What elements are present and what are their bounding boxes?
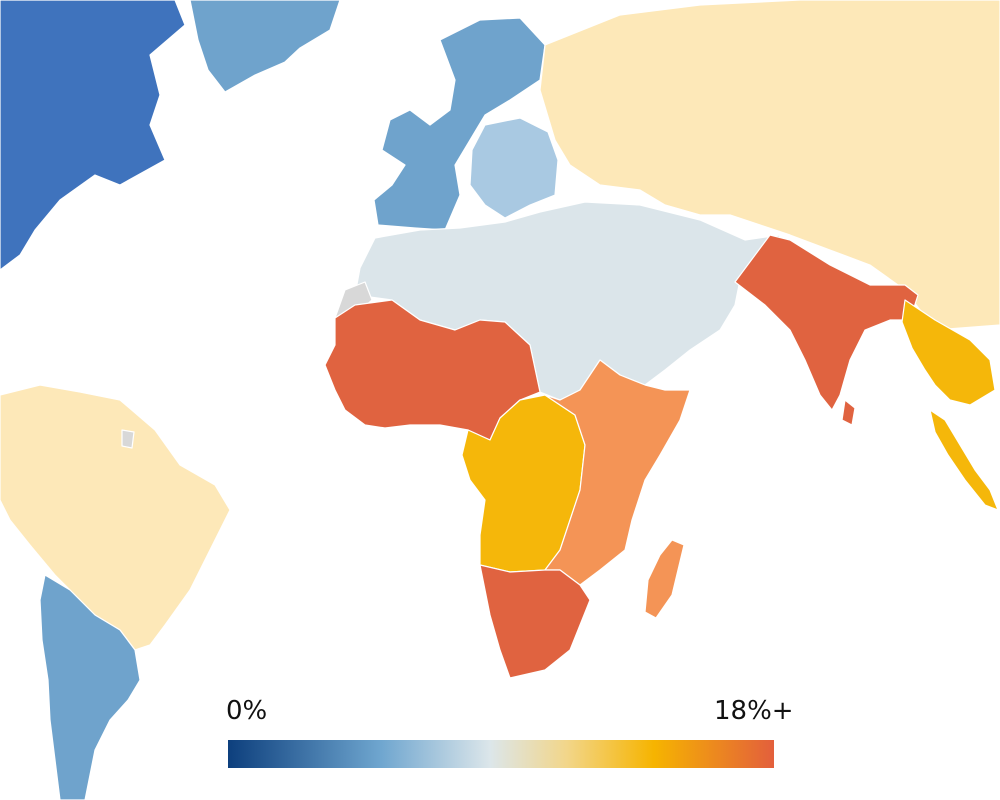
- legend-max-label: 18%+: [714, 696, 794, 726]
- region-south-asia[interactable]: [734, 234, 919, 411]
- region-greenland[interactable]: [189, 0, 341, 93]
- region-southern-africa[interactable]: [479, 564, 591, 679]
- region-east-africa[interactable]: [544, 359, 691, 586]
- region-eastern-europe[interactable]: [469, 117, 559, 219]
- legend-min-label: 0%: [226, 696, 268, 726]
- legend-color-bar: [228, 740, 774, 768]
- region-south-america-south[interactable]: [39, 574, 141, 800]
- region-french-guiana[interactable]: [121, 429, 135, 449]
- region-russia-central-asia-china[interactable]: [539, 0, 1000, 331]
- region-western-europe[interactable]: [373, 17, 546, 231]
- region-south-america-north[interactable]: [0, 384, 231, 651]
- region-southeast-asia[interactable]: [901, 299, 996, 406]
- region-sri-lanka[interactable]: [841, 399, 856, 426]
- region-malay-peninsula[interactable]: [929, 409, 999, 511]
- region-madagascar[interactable]: [644, 539, 685, 619]
- region-canada-usa[interactable]: [0, 0, 186, 271]
